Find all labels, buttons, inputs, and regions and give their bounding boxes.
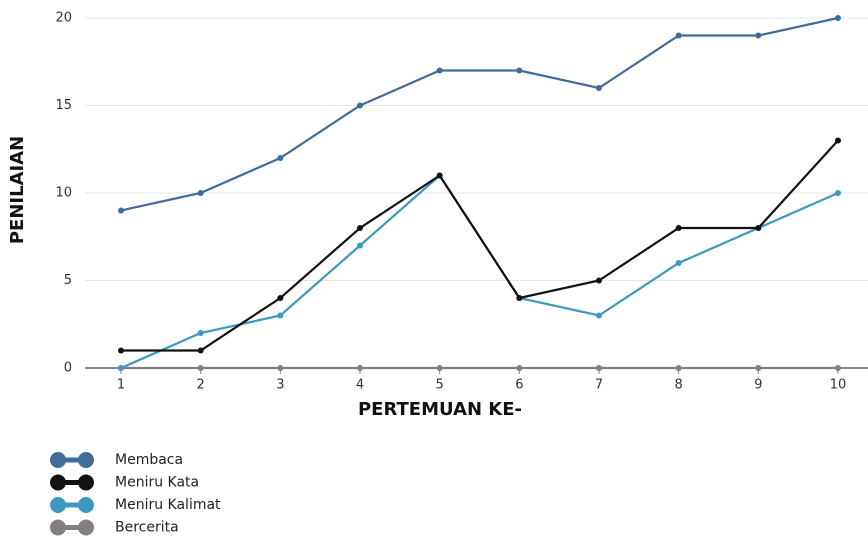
data-point bbox=[675, 365, 682, 371]
x-tick-label: 1 bbox=[117, 378, 125, 393]
series-line bbox=[120, 16, 839, 212]
data-point bbox=[357, 225, 363, 231]
y-tick-label: 10 bbox=[55, 186, 72, 201]
legend-swatch-dot bbox=[78, 497, 94, 513]
data-point bbox=[675, 225, 682, 231]
data-point bbox=[755, 365, 762, 371]
data-point bbox=[755, 32, 762, 39]
data-point bbox=[436, 67, 443, 74]
data-point bbox=[596, 277, 602, 284]
data-point bbox=[277, 365, 284, 371]
data-point bbox=[516, 295, 523, 301]
y-tick-label: 15 bbox=[55, 98, 72, 113]
x-tick-label: 3 bbox=[276, 378, 284, 393]
data-point bbox=[835, 190, 841, 196]
data-point bbox=[675, 32, 682, 39]
legend-label: Meniru Kalimat bbox=[115, 497, 221, 513]
data-point bbox=[835, 15, 841, 21]
x-tick-label: 6 bbox=[515, 378, 523, 393]
legend-label: Bercerita bbox=[115, 520, 179, 536]
y-tick-label: 0 bbox=[64, 361, 72, 376]
data-point bbox=[277, 312, 284, 319]
legend-label: Meniru Kata bbox=[115, 475, 199, 491]
x-tick-label: 7 bbox=[595, 378, 603, 393]
y-tick-label: 20 bbox=[55, 11, 72, 26]
data-point bbox=[755, 225, 762, 231]
data-point bbox=[835, 137, 841, 144]
data-point bbox=[357, 242, 363, 249]
data-point bbox=[596, 365, 602, 371]
data-point bbox=[197, 365, 204, 371]
data-point bbox=[436, 365, 443, 371]
data-point bbox=[197, 347, 204, 354]
legend-swatch-dot bbox=[78, 519, 94, 536]
data-point bbox=[118, 207, 124, 214]
data-point bbox=[835, 365, 841, 371]
y-axis-title: PENILAIAN bbox=[7, 136, 28, 244]
x-tick-label: 8 bbox=[675, 378, 683, 393]
data-point bbox=[118, 365, 124, 371]
x-tick-label: 9 bbox=[754, 378, 762, 393]
x-tick-label: 10 bbox=[830, 378, 847, 393]
data-point bbox=[277, 295, 284, 301]
data-point bbox=[596, 85, 602, 91]
legend-swatch-dot bbox=[78, 474, 94, 491]
x-tick-label: 4 bbox=[356, 378, 364, 393]
legend-swatch-dot bbox=[78, 452, 94, 468]
data-point bbox=[596, 312, 602, 319]
data-point bbox=[516, 67, 523, 74]
x-tick-label: 2 bbox=[197, 378, 205, 393]
data-point bbox=[197, 330, 204, 336]
data-point bbox=[675, 260, 682, 266]
y-tick-label: 5 bbox=[64, 273, 72, 288]
data-point bbox=[197, 190, 204, 196]
data-point bbox=[277, 155, 284, 161]
legend-label: Membaca bbox=[115, 452, 183, 468]
x-axis-title: PERTEMUAN KE- bbox=[358, 399, 522, 420]
data-point bbox=[516, 365, 523, 371]
legend-swatch-dot bbox=[50, 474, 66, 491]
series-line bbox=[121, 139, 839, 352]
legend-swatch-dot bbox=[50, 519, 66, 536]
data-point bbox=[436, 172, 443, 179]
series-line bbox=[120, 173, 839, 370]
data-point bbox=[118, 347, 124, 354]
data-point bbox=[357, 102, 363, 109]
data-point bbox=[357, 365, 363, 371]
x-tick-label: 5 bbox=[436, 378, 444, 393]
legend-swatch-dot bbox=[50, 452, 66, 468]
legend-swatch-dot bbox=[50, 497, 66, 513]
